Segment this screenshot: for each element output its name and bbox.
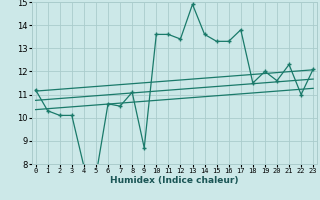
- X-axis label: Humidex (Indice chaleur): Humidex (Indice chaleur): [110, 176, 239, 185]
